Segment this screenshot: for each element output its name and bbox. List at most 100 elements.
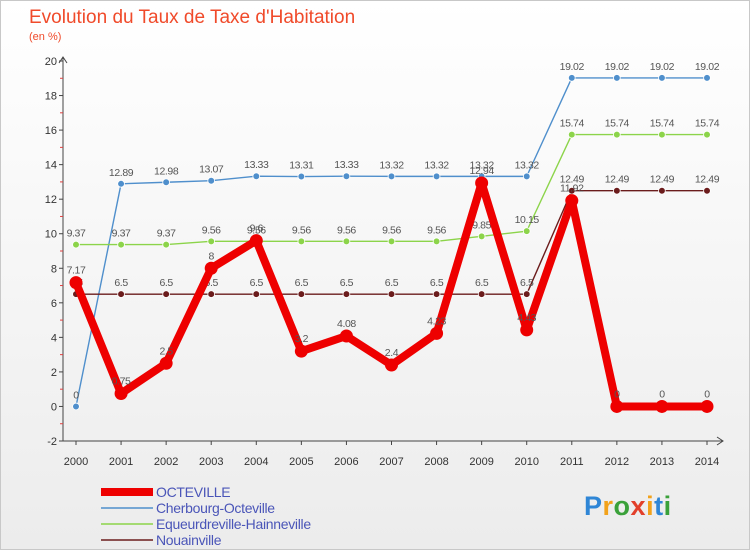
data-label: 12.98 bbox=[154, 165, 179, 177]
data-label: 9.37 bbox=[112, 228, 131, 240]
y-tick-label: -2 bbox=[47, 436, 57, 448]
legend-label: Cherbourg-Octeville bbox=[156, 500, 275, 516]
data-point bbox=[387, 237, 396, 246]
x-tick-label: 2007 bbox=[379, 456, 403, 468]
x-tick-label: 2014 bbox=[695, 456, 719, 468]
data-point bbox=[342, 290, 351, 298]
data-label: 0 bbox=[73, 389, 79, 401]
data-point bbox=[700, 399, 714, 413]
data-label: 13.31 bbox=[289, 160, 314, 172]
data-point bbox=[297, 172, 306, 181]
data-point bbox=[162, 290, 170, 298]
data-label: 19.02 bbox=[650, 61, 675, 73]
data-label: 19.02 bbox=[605, 61, 630, 73]
data-label: 0.75 bbox=[112, 376, 131, 388]
data-point bbox=[294, 344, 308, 358]
data-point bbox=[297, 237, 306, 246]
data-point bbox=[249, 234, 263, 248]
data-point bbox=[613, 74, 621, 82]
logo-letter: t bbox=[654, 491, 664, 521]
data-point bbox=[658, 74, 666, 82]
y-tick-label: 2 bbox=[51, 367, 57, 379]
data-point bbox=[475, 176, 489, 190]
data-label: 2.5 bbox=[159, 345, 173, 357]
data-point bbox=[117, 290, 125, 298]
data-point bbox=[117, 240, 125, 249]
data-label: 15.74 bbox=[650, 118, 675, 130]
x-tick-label: 2008 bbox=[424, 456, 448, 468]
chart-unit: (en %) bbox=[29, 31, 62, 43]
data-point bbox=[297, 290, 306, 298]
data-point bbox=[162, 240, 170, 249]
data-point bbox=[655, 399, 669, 413]
x-tick-label: 2006 bbox=[334, 456, 358, 468]
data-label: 12.49 bbox=[560, 174, 585, 186]
data-point bbox=[339, 329, 353, 343]
data-point bbox=[387, 172, 396, 181]
data-label: 12.94 bbox=[470, 165, 495, 177]
data-label: 9.56 bbox=[247, 224, 266, 236]
data-label: 12.49 bbox=[650, 174, 675, 186]
x-tick-label: 2004 bbox=[244, 456, 268, 468]
data-label: 6.5 bbox=[114, 277, 128, 289]
x-tick-label: 2005 bbox=[289, 456, 313, 468]
data-label: 4.08 bbox=[337, 318, 356, 330]
data-label: 9.85 bbox=[472, 219, 491, 231]
data-point bbox=[342, 237, 351, 246]
data-label: 0 bbox=[659, 388, 665, 400]
data-label: 9.56 bbox=[382, 224, 401, 236]
x-tick-label: 2002 bbox=[154, 456, 178, 468]
data-label: 6.5 bbox=[385, 277, 399, 289]
logo-letter: P bbox=[584, 491, 603, 521]
data-label: 10.15 bbox=[515, 214, 540, 226]
data-label: 9.6 bbox=[250, 223, 264, 235]
data-label: 15.74 bbox=[695, 118, 720, 130]
data-label: 8 bbox=[208, 250, 214, 262]
data-point bbox=[565, 194, 579, 208]
data-point bbox=[207, 290, 216, 298]
x-tick-label: 2011 bbox=[560, 456, 584, 468]
data-label: 13.32 bbox=[515, 159, 540, 171]
logo-letter: i bbox=[663, 491, 672, 521]
data-point bbox=[613, 130, 621, 139]
logo-letter: r bbox=[602, 491, 614, 521]
data-label: 0 bbox=[614, 388, 620, 400]
legend-label: OCTEVILLE bbox=[156, 484, 230, 500]
data-point bbox=[432, 290, 441, 298]
data-point bbox=[522, 290, 531, 298]
logo-letter: o bbox=[613, 491, 631, 521]
data-point bbox=[387, 290, 396, 298]
data-point bbox=[658, 130, 666, 139]
data-point bbox=[520, 323, 534, 337]
data-point bbox=[114, 387, 128, 400]
x-tick-label: 2010 bbox=[514, 456, 538, 468]
data-label: 15.74 bbox=[560, 118, 585, 130]
data-point bbox=[117, 180, 125, 188]
y-tick-label: 14 bbox=[45, 160, 57, 172]
data-point bbox=[342, 172, 351, 181]
y-tick-label: 12 bbox=[45, 194, 57, 206]
data-point bbox=[703, 186, 711, 195]
data-point bbox=[162, 178, 170, 187]
proxiti-logo: Proxiti bbox=[584, 491, 672, 522]
data-label: 13.33 bbox=[334, 159, 359, 171]
data-label: 13.32 bbox=[470, 159, 495, 171]
chart-title: Evolution du Taux de Taxe d'Habitation bbox=[29, 7, 356, 28]
data-label: 6.5 bbox=[520, 277, 534, 289]
data-label: 9.56 bbox=[202, 224, 221, 236]
y-tick-label: 16 bbox=[45, 125, 57, 137]
data-label: 6.5 bbox=[295, 277, 309, 289]
legend-label: Equeurdreville-Hainneville bbox=[156, 516, 311, 532]
data-label: 9.37 bbox=[157, 228, 176, 240]
data-point bbox=[159, 356, 173, 370]
data-label: 7.17 bbox=[67, 265, 86, 277]
data-label: 12.49 bbox=[605, 174, 630, 186]
data-label: 6.5 bbox=[430, 277, 444, 289]
data-label: 2.4 bbox=[385, 347, 399, 359]
data-label: 12.89 bbox=[109, 167, 134, 179]
data-label: 0 bbox=[704, 388, 710, 400]
data-label: 13.33 bbox=[244, 159, 269, 171]
y-tick-label: 20 bbox=[45, 56, 57, 68]
data-label: 12.49 bbox=[695, 174, 720, 186]
data-point bbox=[72, 240, 80, 249]
